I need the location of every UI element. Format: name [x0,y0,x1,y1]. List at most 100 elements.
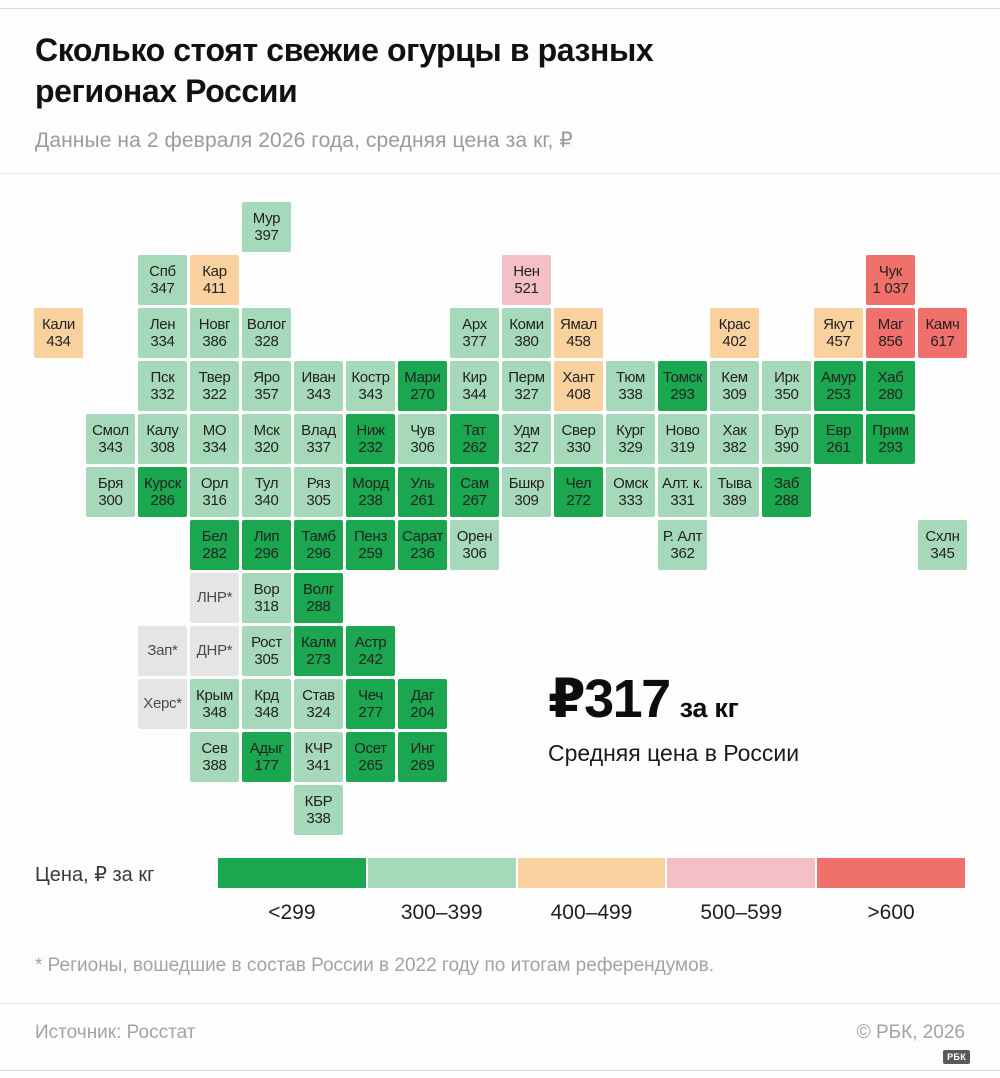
region-label: Ямал [559,315,598,333]
region-value: 305 [306,491,331,509]
copyright: © РБК, 2026 [856,1021,965,1043]
region-tile: Тат 262 [450,413,499,464]
region-tile: Твер 322 [190,360,239,411]
region-tile: Яро 357 [242,360,291,411]
region-label: Калм [301,633,336,651]
region-value: 617 [930,332,955,350]
region-tile: Заб 288 [762,466,811,517]
region-value: 347 [150,279,175,297]
region-label: Мск [253,421,280,439]
region-tile: Прим 293 [866,413,915,464]
region-value: 270 [410,385,435,403]
region-value: 280 [878,385,903,403]
region-tile: Удм 327 [502,413,551,464]
region-tile: Волг 288 [294,572,343,623]
region-tile: Сарат 236 [398,519,447,570]
region-label: Ново [665,421,700,439]
region-tile: Чел 272 [554,466,603,517]
region-label: Прим [872,421,909,439]
region-label: Амур [821,368,856,386]
region-label: Маг [877,315,904,333]
region-value: 238 [358,491,383,509]
region-label: КБР [304,792,333,810]
region-tile: ЛНР* [190,572,239,623]
region-label: ДНР* [196,642,233,660]
region-label: Зап* [147,642,178,660]
region-value: 344 [462,385,487,403]
region-label: Ряз [306,474,331,492]
region-tile: Свер 330 [554,413,603,464]
region-value: 296 [254,544,279,562]
region-label: Тат [463,421,486,439]
average-price-caption: Средняя цена в России [548,739,800,766]
region-value: 204 [410,703,435,721]
region-tile: Калу 308 [138,413,187,464]
region-tile: Мск 320 [242,413,291,464]
region-tile: Став 324 [294,678,343,729]
region-tile: Мари 270 [398,360,447,411]
subtitle: Данные на 2 февраля 2026 года, средняя ц… [35,128,573,152]
region-tile: Калм 273 [294,625,343,676]
region-value: 324 [306,703,331,721]
region-tile: Тул 340 [242,466,291,517]
region-label: Ниж [356,421,385,439]
region-label: Коми [509,315,544,333]
region-label: Кем [721,368,748,386]
region-label: Евр [825,421,852,439]
region-tile: Нен 521 [502,254,551,305]
legend-bin: 400–499 [517,857,666,925]
region-label: Инг [410,739,435,757]
region-tile: Хант 408 [554,360,603,411]
region-label: Спб [149,262,176,280]
region-value: 308 [150,438,175,456]
region-tile: Орл 316 [190,466,239,517]
region-value: 343 [358,385,383,403]
region-tile: Кар 411 [190,254,239,305]
region-tile: Мур 397 [242,201,291,252]
legend-bin: 300–399 [367,857,516,925]
region-value: 288 [306,597,331,615]
region-tile: Арх 377 [450,307,499,358]
region-value: 253 [826,385,851,403]
region-value: 265 [358,756,383,774]
region-value: 377 [462,332,487,350]
bottom-divider [0,1070,1000,1071]
page-title: Сколько стоят свежие огурцы в разных реги… [35,30,965,112]
region-label: Смол [92,421,129,439]
region-value: 457 [826,332,851,350]
region-tile: Ниж 232 [346,413,395,464]
region-tile: Сев 388 [190,731,239,782]
region-tile: Чук 1 037 [866,254,915,305]
region-tile: Орен 306 [450,519,499,570]
legend-bin: 500–599 [667,857,816,925]
region-label: Адыг [249,739,284,757]
region-label: Бел [201,527,228,545]
region-tile: Лип 296 [242,519,291,570]
region-label: Схлн [925,527,960,545]
average-price-unit: за кг [679,692,739,723]
region-label: Чел [565,474,592,492]
region-value: 306 [462,544,487,562]
region-value: 259 [358,544,383,562]
region-value: 350 [774,385,799,403]
region-tile: Ново 319 [658,413,707,464]
region-label: Лен [149,315,176,333]
region-value: 305 [254,650,279,668]
region-tile: МО 334 [190,413,239,464]
region-value: 380 [514,332,539,350]
region-tile: Новг 386 [190,307,239,358]
region-tile: Влад 337 [294,413,343,464]
region-label: Томск [662,368,703,386]
region-tile: Маг 856 [866,307,915,358]
region-value: 329 [618,438,643,456]
top-divider [0,8,1000,9]
region-value: 286 [150,491,175,509]
region-value: 177 [254,756,279,774]
region-label: Влад [301,421,336,439]
region-value: 343 [306,385,331,403]
region-tile: Алт. к. 331 [658,466,707,517]
region-value: 309 [722,385,747,403]
region-label: Твер [198,368,231,386]
region-label: Чук [878,262,903,280]
region-value: 338 [618,385,643,403]
